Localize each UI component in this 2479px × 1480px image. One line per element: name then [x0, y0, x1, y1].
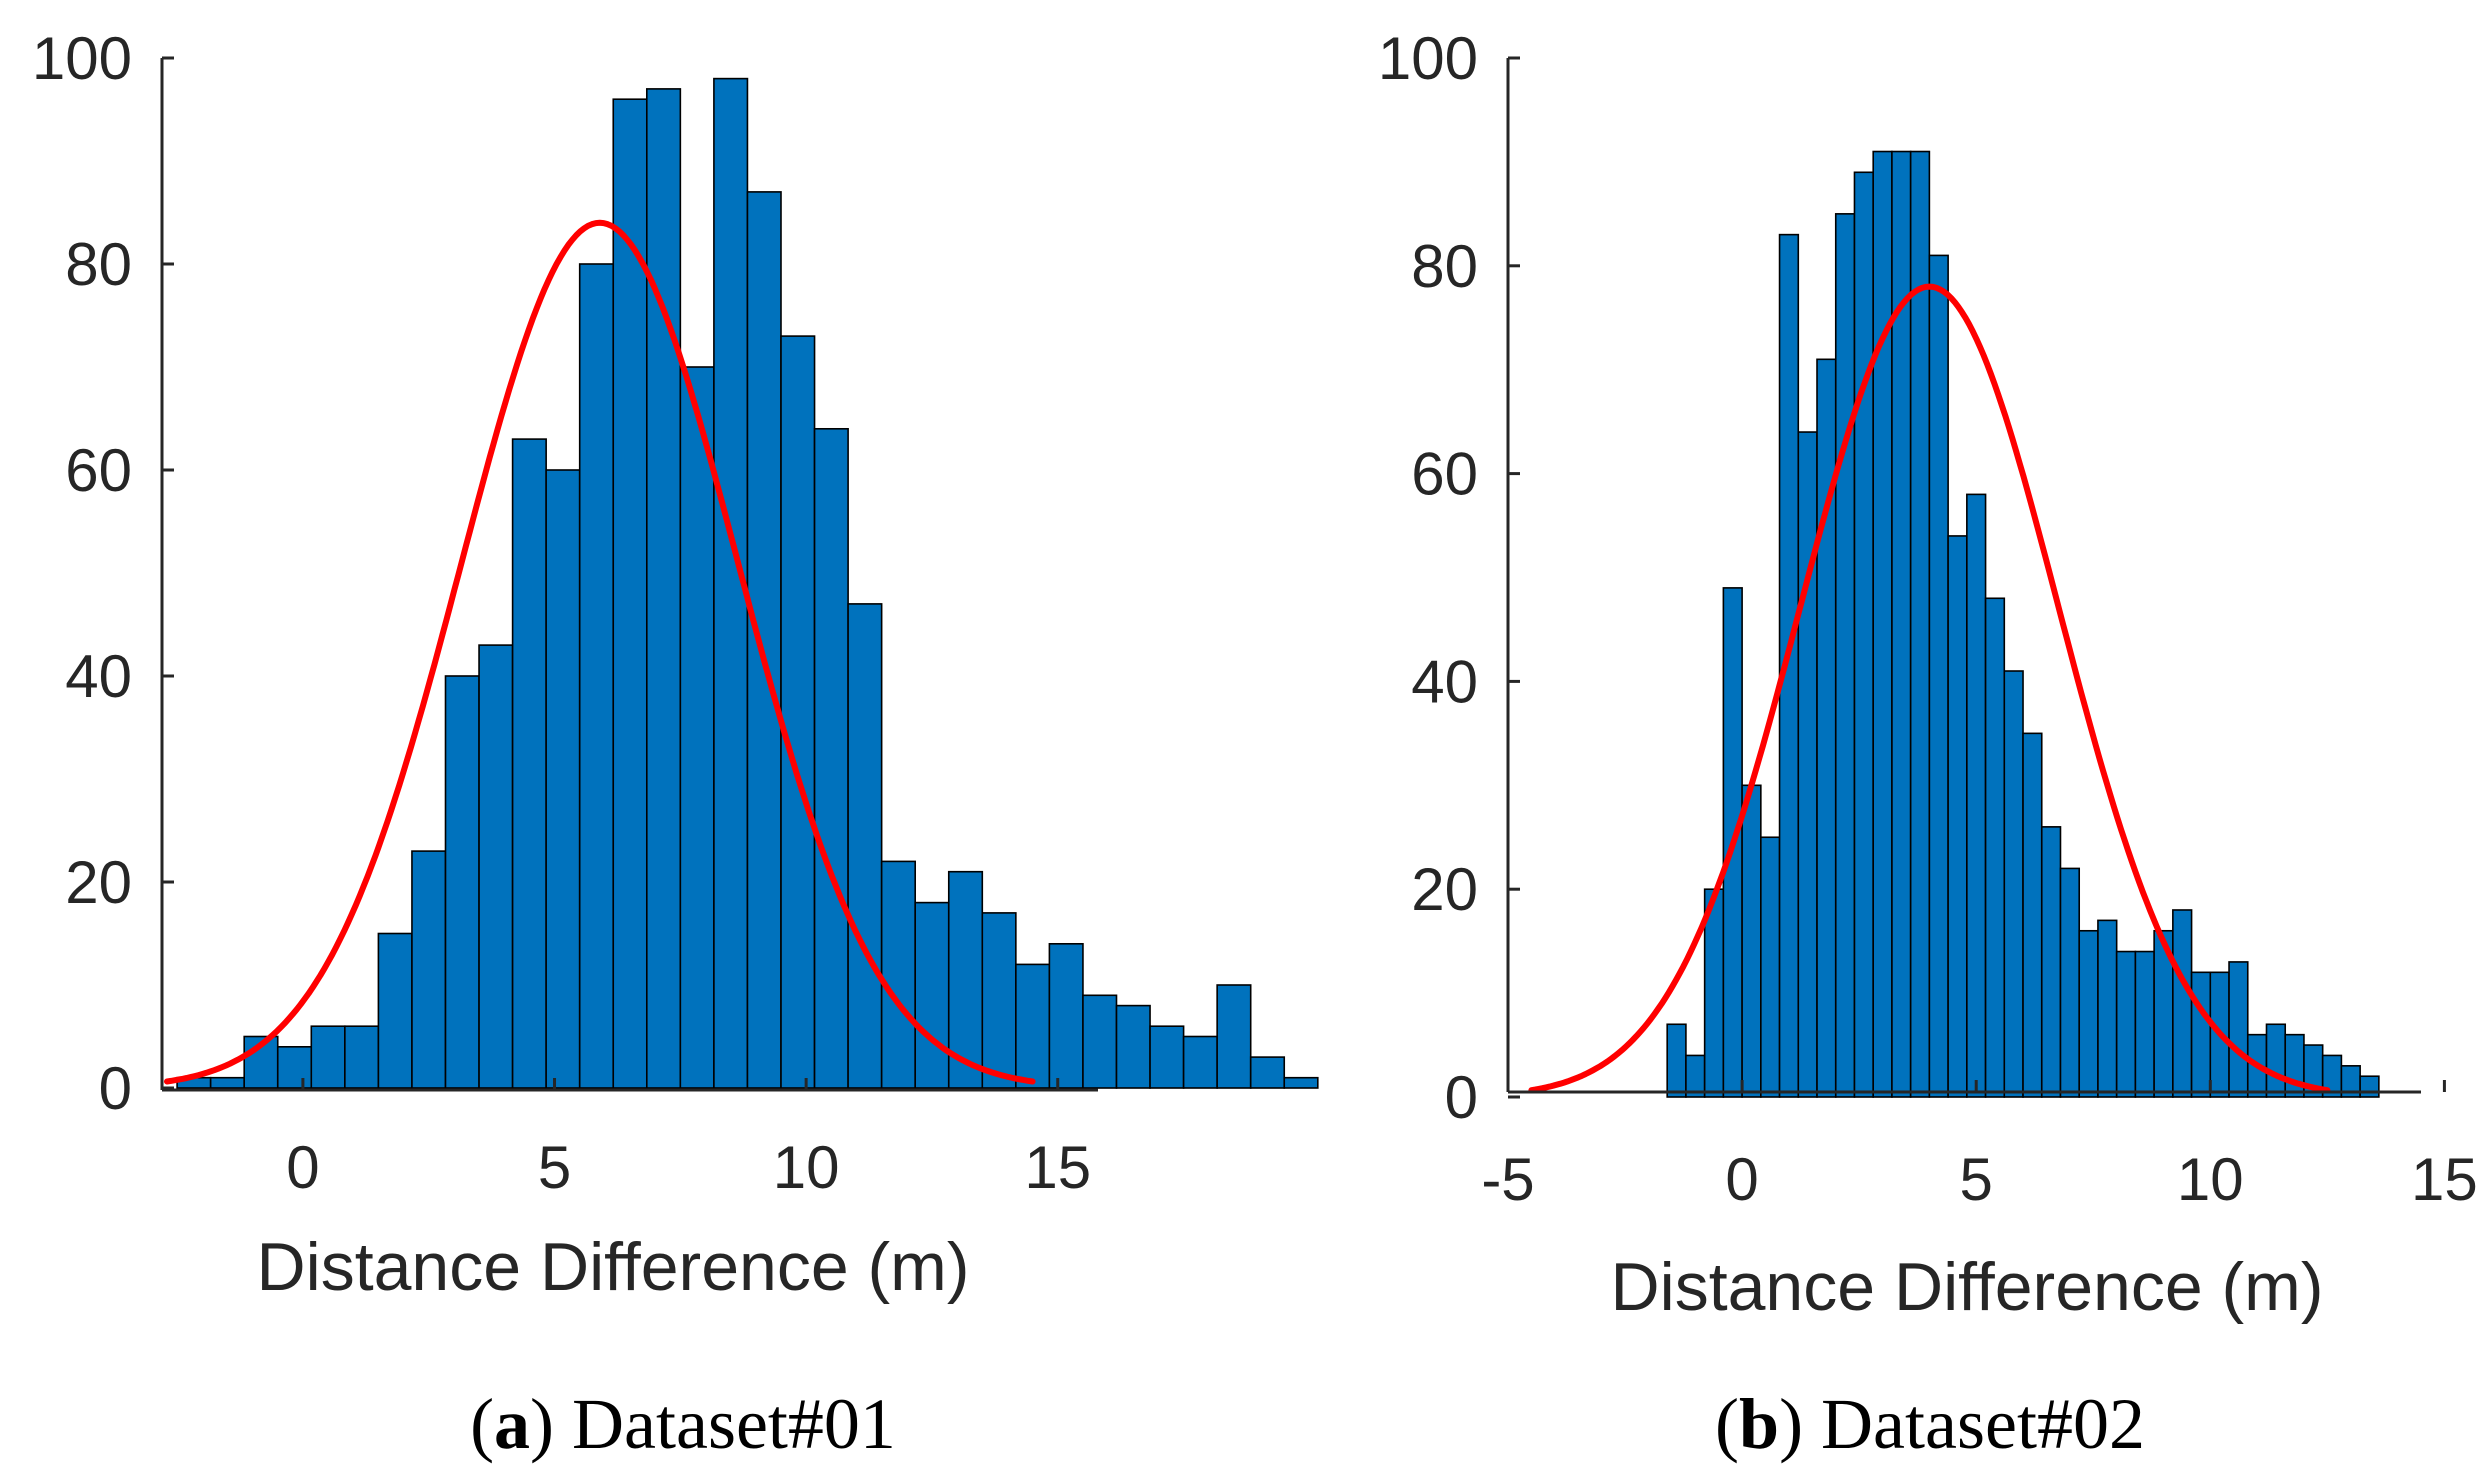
chart-b-bar-27 — [2172, 909, 2193, 1098]
chart-b-bar-28 — [2190, 971, 2212, 1098]
chart-b-bar-8 — [1816, 358, 1837, 1098]
chart-a-y-tick-label-0: 0 — [99, 1055, 132, 1122]
chart-a-bar-19 — [813, 427, 849, 1089]
chart-a-bar-4 — [310, 1025, 346, 1089]
chart-b-bar-18 — [2003, 670, 2024, 1098]
chart-a-bar-1 — [209, 1076, 245, 1089]
chart-b-bar-23 — [2097, 919, 2118, 1098]
chart-a-bar-14 — [645, 88, 682, 1089]
chart-a-bar-21 — [880, 860, 916, 1089]
chart-a-bar-3 — [276, 1046, 313, 1089]
chart-a-bar-25 — [1015, 963, 1051, 1089]
chart-a-y-tick-label-4: 80 — [65, 231, 132, 298]
chart-b-bar-12 — [1891, 150, 1912, 1098]
caption-b-letter: b — [1739, 1384, 1779, 1464]
chart-b-bar-19 — [2022, 732, 2043, 1098]
chart-b-x-tick-label-0: -5 — [1481, 1146, 1534, 1213]
chart-b-x-tick-label-3: 10 — [2177, 1146, 2244, 1213]
chart-b-bar-10 — [1853, 171, 1875, 1098]
chart-a-bar-32 — [1249, 1056, 1286, 1089]
chart-dataset-01: 0 20 40 60 80 100 0 5 10 15 Distance Difference (m… — [32, 25, 1319, 1305]
chart-b-bar-20 — [2040, 826, 2062, 1098]
chart-a-x-axis-title: Distance Difference (m) — [257, 1229, 970, 1305]
chart-b-x-tick-label-4: 15 — [2411, 1146, 2478, 1213]
chart-b-bar-9 — [1834, 213, 1856, 1098]
chart-a-bar-12 — [578, 263, 615, 1089]
chart-a-bar-8 — [444, 675, 480, 1089]
chart-b-fit-curve — [1528, 283, 2331, 1094]
chart-b-y-tick-label-5: 100 — [1378, 25, 1478, 92]
chart-a-bar-5 — [344, 1025, 380, 1089]
chart-b-x-tick-label-2: 5 — [1960, 1146, 1993, 1213]
chart-a-bar-30 — [1182, 1035, 1218, 1089]
chart-b-bar-16 — [1966, 493, 1987, 1098]
chart-a-bar-33 — [1283, 1076, 1319, 1089]
chart-b-y-tick-label-2: 40 — [1411, 648, 1478, 715]
chart-a-x-tick-label-2: 10 — [773, 1134, 840, 1201]
chart-a-bar-29 — [1149, 1025, 1185, 1089]
chart-b-bar-24 — [2115, 950, 2137, 1098]
chart-a-y-tick-label-5: 100 — [32, 25, 132, 92]
chart-a-bar-18 — [780, 335, 816, 1089]
caption-b: (b) Dataset#02 — [1715, 1384, 2145, 1464]
chart-a-x-tick-label-1: 5 — [538, 1134, 571, 1201]
chart-a-bar-27 — [1082, 994, 1118, 1089]
chart-a-y-tick-label-3: 60 — [65, 437, 132, 504]
chart-b-y-tick-label-3: 60 — [1411, 441, 1478, 508]
chart-a-bar-20 — [847, 603, 883, 1089]
chart-b-y-tick-label-0: 0 — [1445, 1064, 1478, 1131]
chart-b-bar-21 — [2059, 867, 2081, 1098]
chart-a-bar-17 — [746, 191, 782, 1089]
chart-a-x-tick-label-0: 0 — [286, 1134, 319, 1201]
chart-b-bar-33 — [2284, 1033, 2305, 1098]
chart-b-y-tick-label-1: 20 — [1411, 856, 1478, 923]
chart-b-bar-22 — [2078, 929, 2099, 1098]
chart-b-bar-25 — [2134, 950, 2155, 1098]
chart-b-bar-5 — [1760, 836, 1781, 1098]
chart-a-bar-11 — [545, 469, 581, 1089]
chart-b-bar-37 — [2359, 1075, 2380, 1098]
chart-a-fit-curve — [164, 219, 1036, 1085]
chart-b-bar-17 — [1984, 597, 2006, 1098]
chart-b-bar-4 — [1741, 784, 1762, 1098]
chart-a-bar-10 — [511, 438, 547, 1089]
chart-a-bar-9 — [478, 644, 514, 1089]
chart-b-x-axis-title: Distance Difference (m) — [1611, 1249, 2324, 1325]
caption-a-text: Dataset#01 — [572, 1384, 896, 1464]
chart-b-y-tick-label-4: 80 — [1411, 233, 1478, 300]
chart-a-y-tick-label-1: 20 — [65, 849, 132, 916]
chart-a-bar-28 — [1115, 1004, 1151, 1089]
caption-b-text: Dataset#02 — [1821, 1384, 2145, 1464]
chart-a-bar-26 — [1048, 942, 1084, 1089]
chart-a-bar-24 — [981, 912, 1017, 1089]
chart-a-bar-22 — [914, 901, 950, 1089]
chart-b-bar-14 — [1928, 254, 1949, 1098]
chart-b-bar-11 — [1872, 150, 1893, 1098]
chart-a-bar-7 — [411, 850, 447, 1089]
chart-b-bar-15 — [1947, 535, 1968, 1098]
chart-b-bar-0 — [1666, 1023, 1687, 1098]
chart-a-bar-15 — [679, 366, 715, 1089]
caption-a-letter: a — [494, 1384, 530, 1464]
chart-a-bar-31 — [1216, 984, 1252, 1089]
caption-a: (a) Dataset#01 — [470, 1384, 896, 1464]
chart-b-bar-7 — [1797, 431, 1818, 1098]
chart-a-x-tick-label-3: 15 — [1024, 1134, 1091, 1201]
chart-b-bar-30 — [2228, 961, 2249, 1098]
chart-b-bar-32 — [2265, 1023, 2287, 1098]
chart-a-y-tick-label-2: 40 — [65, 643, 132, 710]
chart-a-bar-6 — [377, 932, 413, 1089]
chart-b-x-tick-label-1: 0 — [1725, 1146, 1758, 1213]
